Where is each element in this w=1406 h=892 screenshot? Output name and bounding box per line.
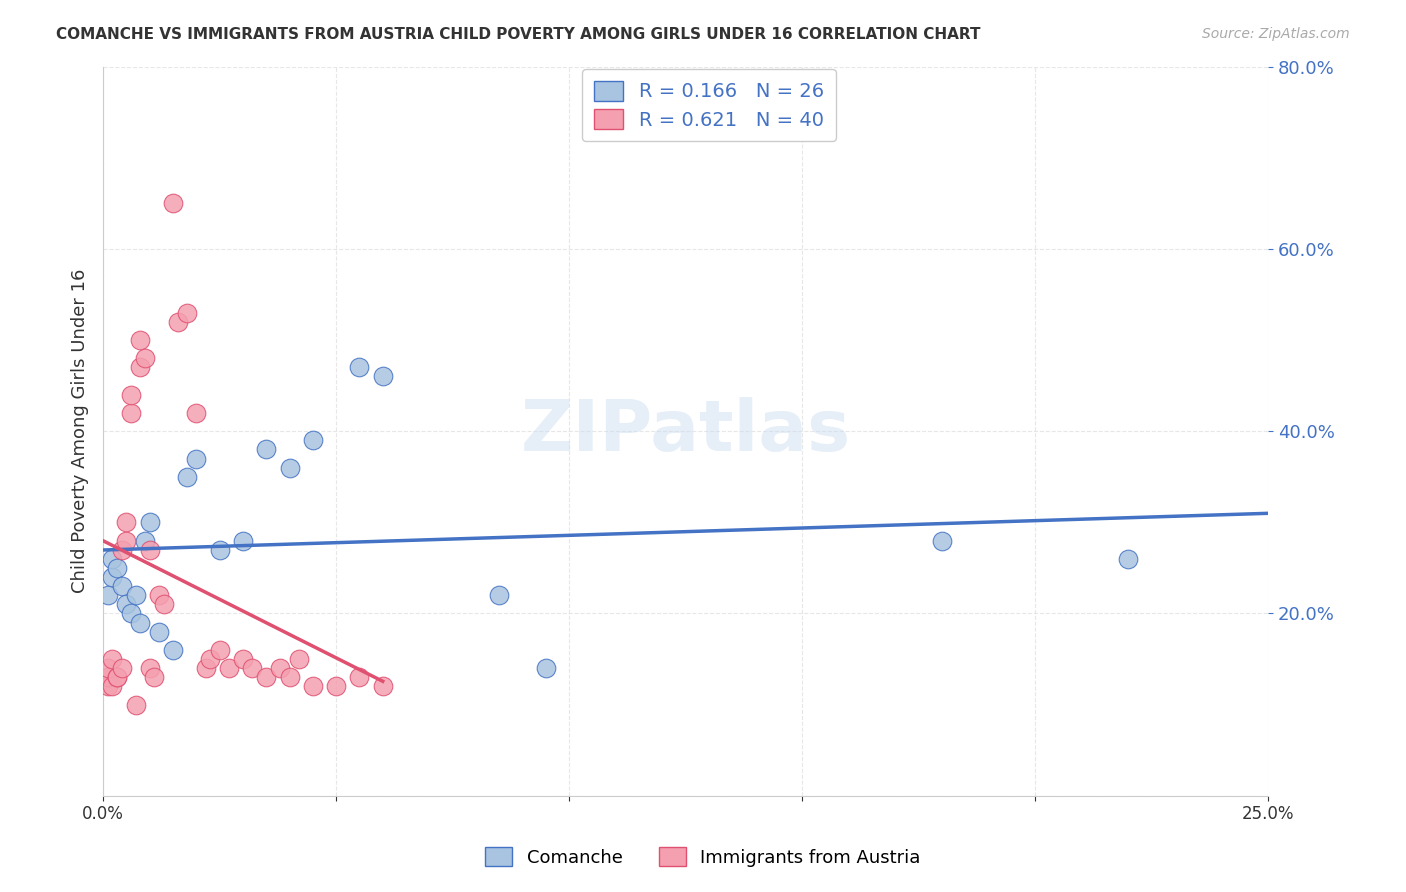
Point [254, 670, 277, 684]
Point [194, 661, 217, 675]
Legend: R = 0.166   N = 26, R = 0.621   N = 40: R = 0.166 N = 26, R = 0.621 N = 40 [582, 69, 835, 141]
Point [105, 670, 128, 684]
Point [97, 588, 120, 602]
Point [129, 333, 152, 347]
Point [278, 670, 301, 684]
Point [143, 670, 166, 684]
Point [138, 516, 160, 530]
Point [176, 469, 198, 483]
Point [186, 451, 208, 466]
Point [148, 624, 170, 639]
Point [125, 588, 148, 602]
Point [138, 542, 160, 557]
Legend: Comanche, Immigrants from Austria: Comanche, Immigrants from Austria [478, 840, 928, 874]
Point [125, 698, 148, 712]
Point [115, 598, 138, 612]
Point [101, 551, 124, 566]
Text: COMANCHE VS IMMIGRANTS FROM AUSTRIA CHILD POVERTY AMONG GIRLS UNDER 16 CORRELATI: COMANCHE VS IMMIGRANTS FROM AUSTRIA CHIL… [56, 27, 981, 42]
Point [288, 652, 311, 666]
Point [162, 196, 184, 211]
Y-axis label: Child Poverty Among Girls Under 16: Child Poverty Among Girls Under 16 [72, 269, 89, 593]
Point [208, 643, 231, 657]
Point [111, 542, 134, 557]
Point [1118, 551, 1140, 566]
Point [105, 561, 128, 575]
Point [115, 516, 138, 530]
Point [129, 615, 152, 630]
Point [97, 661, 120, 675]
Point [138, 661, 160, 675]
Point [208, 542, 231, 557]
Point [371, 369, 394, 384]
Point [129, 360, 152, 375]
Point [186, 406, 208, 420]
Point [97, 670, 120, 684]
Point [120, 388, 142, 402]
Point [166, 315, 188, 329]
Point [101, 679, 124, 693]
Point [152, 598, 174, 612]
Point [534, 661, 557, 675]
Point [120, 607, 142, 621]
Point [301, 434, 323, 448]
Point [200, 652, 222, 666]
Point [931, 533, 953, 548]
Point [97, 679, 120, 693]
Point [101, 652, 124, 666]
Point [115, 533, 138, 548]
Point [325, 679, 347, 693]
Point [101, 570, 124, 584]
Point [232, 533, 254, 548]
Point [162, 643, 184, 657]
Point [349, 670, 371, 684]
Point [134, 351, 156, 366]
Point [120, 406, 142, 420]
Point [111, 661, 134, 675]
Point [371, 679, 394, 693]
Point [301, 679, 323, 693]
Point [218, 661, 240, 675]
Point [176, 306, 198, 320]
Point [134, 533, 156, 548]
Point [278, 460, 301, 475]
Point [148, 588, 170, 602]
Text: ZIPatlas: ZIPatlas [520, 397, 851, 466]
Point [349, 360, 371, 375]
Point [254, 442, 277, 457]
Point [105, 670, 128, 684]
Point [240, 661, 263, 675]
Point [111, 579, 134, 593]
Point [232, 652, 254, 666]
Text: Source: ZipAtlas.com: Source: ZipAtlas.com [1202, 27, 1350, 41]
Point [269, 661, 291, 675]
Point [488, 588, 510, 602]
